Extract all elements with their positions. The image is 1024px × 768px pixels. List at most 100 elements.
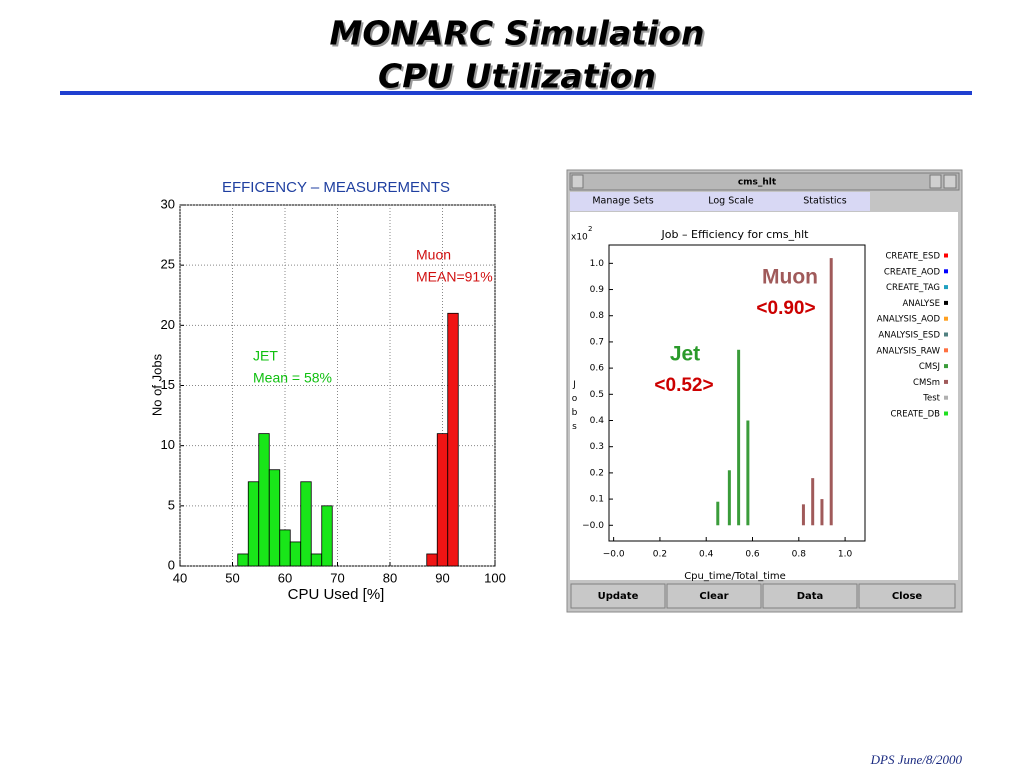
chart-title: EFFICENCY – MEASUREMENTS — [222, 179, 450, 196]
bar — [447, 312, 459, 567]
legend-swatch — [944, 379, 948, 384]
legend-swatch — [944, 269, 948, 274]
legend-swatch — [944, 316, 948, 321]
bar — [829, 258, 833, 526]
menu-item[interactable]: Log Scale — [708, 196, 754, 207]
annotation: Mean = 58% — [253, 370, 332, 386]
legend-swatch — [944, 348, 948, 353]
menu-bar-rest — [870, 192, 958, 211]
x-tick-label: 0.2 — [653, 550, 667, 560]
bar — [436, 433, 449, 567]
y-tick-label: 0.6 — [590, 364, 605, 374]
y-tick-label: 5 — [168, 497, 175, 512]
bar — [820, 499, 824, 526]
bar — [426, 553, 438, 567]
plot-area — [608, 244, 866, 542]
minimize-button[interactable] — [929, 174, 942, 189]
legend-swatch — [944, 300, 948, 305]
x-tick-label: 60 — [278, 570, 292, 585]
bar — [727, 470, 731, 526]
button[interactable] — [570, 583, 666, 609]
menu-item[interactable]: Manage Sets — [592, 196, 653, 207]
footer: DPS June/8/2000 — [870, 752, 963, 767]
annotation: <0.90> — [756, 298, 815, 319]
bar — [737, 349, 741, 526]
bar — [801, 504, 805, 526]
y-tick-label: −0.0 — [582, 521, 604, 531]
y-tick-label: 0.2 — [590, 468, 604, 478]
bar — [279, 529, 291, 567]
legend-label: ANALYSIS_AOD — [877, 315, 941, 325]
annotation: JET — [253, 348, 278, 364]
x-tick-label: 1.0 — [838, 550, 853, 560]
legend-swatch — [944, 253, 948, 258]
legend-swatch — [944, 395, 948, 400]
legend-swatch — [944, 332, 948, 337]
bar — [746, 420, 750, 526]
x-axis-label: CPU Used [%] — [288, 586, 385, 603]
title-rule — [60, 91, 972, 95]
annotation: Muon — [762, 266, 818, 289]
button-label[interactable]: Data — [797, 591, 824, 602]
legend-label: CREATE_DB — [890, 410, 940, 420]
legend-label: CREATE_TAG — [886, 283, 940, 293]
legend-label: CREATE_ESD — [886, 252, 941, 262]
y-multiplier-exponent: 2 — [588, 225, 592, 233]
y-tick-label: 0.8 — [590, 311, 605, 321]
button[interactable] — [762, 583, 858, 609]
slide-title: CPU Utilization — [378, 57, 656, 96]
bar — [268, 469, 281, 567]
x-tick-label: 0.8 — [792, 550, 807, 560]
bar — [237, 553, 249, 567]
x-tick-label: −0.0 — [603, 550, 625, 560]
maximize-button[interactable] — [943, 174, 957, 189]
chart: −0.0 0.1 0.2 0.3 0.4 0.5 0.6 0.7 0.8 0.9 1.0 −0.0 0.… — [570, 225, 948, 582]
bar — [811, 478, 815, 526]
bar — [247, 481, 260, 567]
annotation: Muon — [416, 247, 451, 263]
button-label[interactable]: Clear — [699, 591, 728, 602]
legend-swatch — [944, 411, 948, 416]
bar — [321, 505, 333, 567]
title-bar — [569, 172, 960, 191]
legend-label: ANALYSE — [902, 299, 940, 309]
y-tick-label: 1.0 — [590, 259, 605, 269]
window-title: cms_hlt — [738, 178, 777, 188]
x-tick-label: 100 — [484, 570, 506, 585]
y-tick-label: 0.4 — [590, 416, 605, 426]
y-tick-label: 15 — [161, 377, 175, 392]
y-tick-label: 20 — [161, 317, 175, 332]
x-tick-label: 90 — [435, 570, 449, 585]
title-shadow: MONARC Simulation — [332, 16, 707, 55]
y-multiplier: x10 — [571, 233, 588, 243]
buttons: Update Clear Data Close — [570, 583, 956, 609]
y-tick-label: 25 — [161, 257, 175, 272]
y-tick-label: 0.5 — [590, 390, 604, 400]
annotation: Jet — [670, 343, 700, 366]
legend-label: CREATE_AOD — [884, 267, 941, 277]
y-axis-label: Jobs — [570, 380, 580, 436]
legend-label: ANALYSIS_ESD — [878, 331, 940, 341]
bar — [258, 433, 270, 567]
chart-title: Job – Efficiency for cms_hlt — [661, 228, 810, 241]
annotation: MEAN=91% — [416, 269, 493, 285]
x-tick-label: 0.6 — [745, 550, 760, 560]
button-label[interactable]: Close — [892, 591, 923, 602]
button-label[interactable]: Update — [598, 591, 639, 602]
y-tick-label: 10 — [161, 437, 175, 452]
x-tick-label: 0.4 — [699, 550, 714, 560]
x-tick-label: 70 — [330, 570, 344, 585]
slide-title: MONARC Simulation — [330, 14, 705, 53]
menu-item[interactable]: Statistics — [803, 196, 846, 207]
window-menu-button[interactable] — [571, 174, 584, 189]
button[interactable] — [858, 583, 956, 609]
x-tick-label: 50 — [225, 570, 239, 585]
button[interactable] — [666, 583, 762, 609]
legend-label: CMSJ — [919, 362, 940, 372]
y-tick-label: 30 — [161, 196, 175, 211]
y-tick-label: 0.9 — [590, 285, 605, 295]
y-tick-label: 0 — [168, 557, 175, 572]
bar — [289, 541, 302, 567]
x-axis-label: Cpu_time/Total_time — [684, 571, 786, 582]
